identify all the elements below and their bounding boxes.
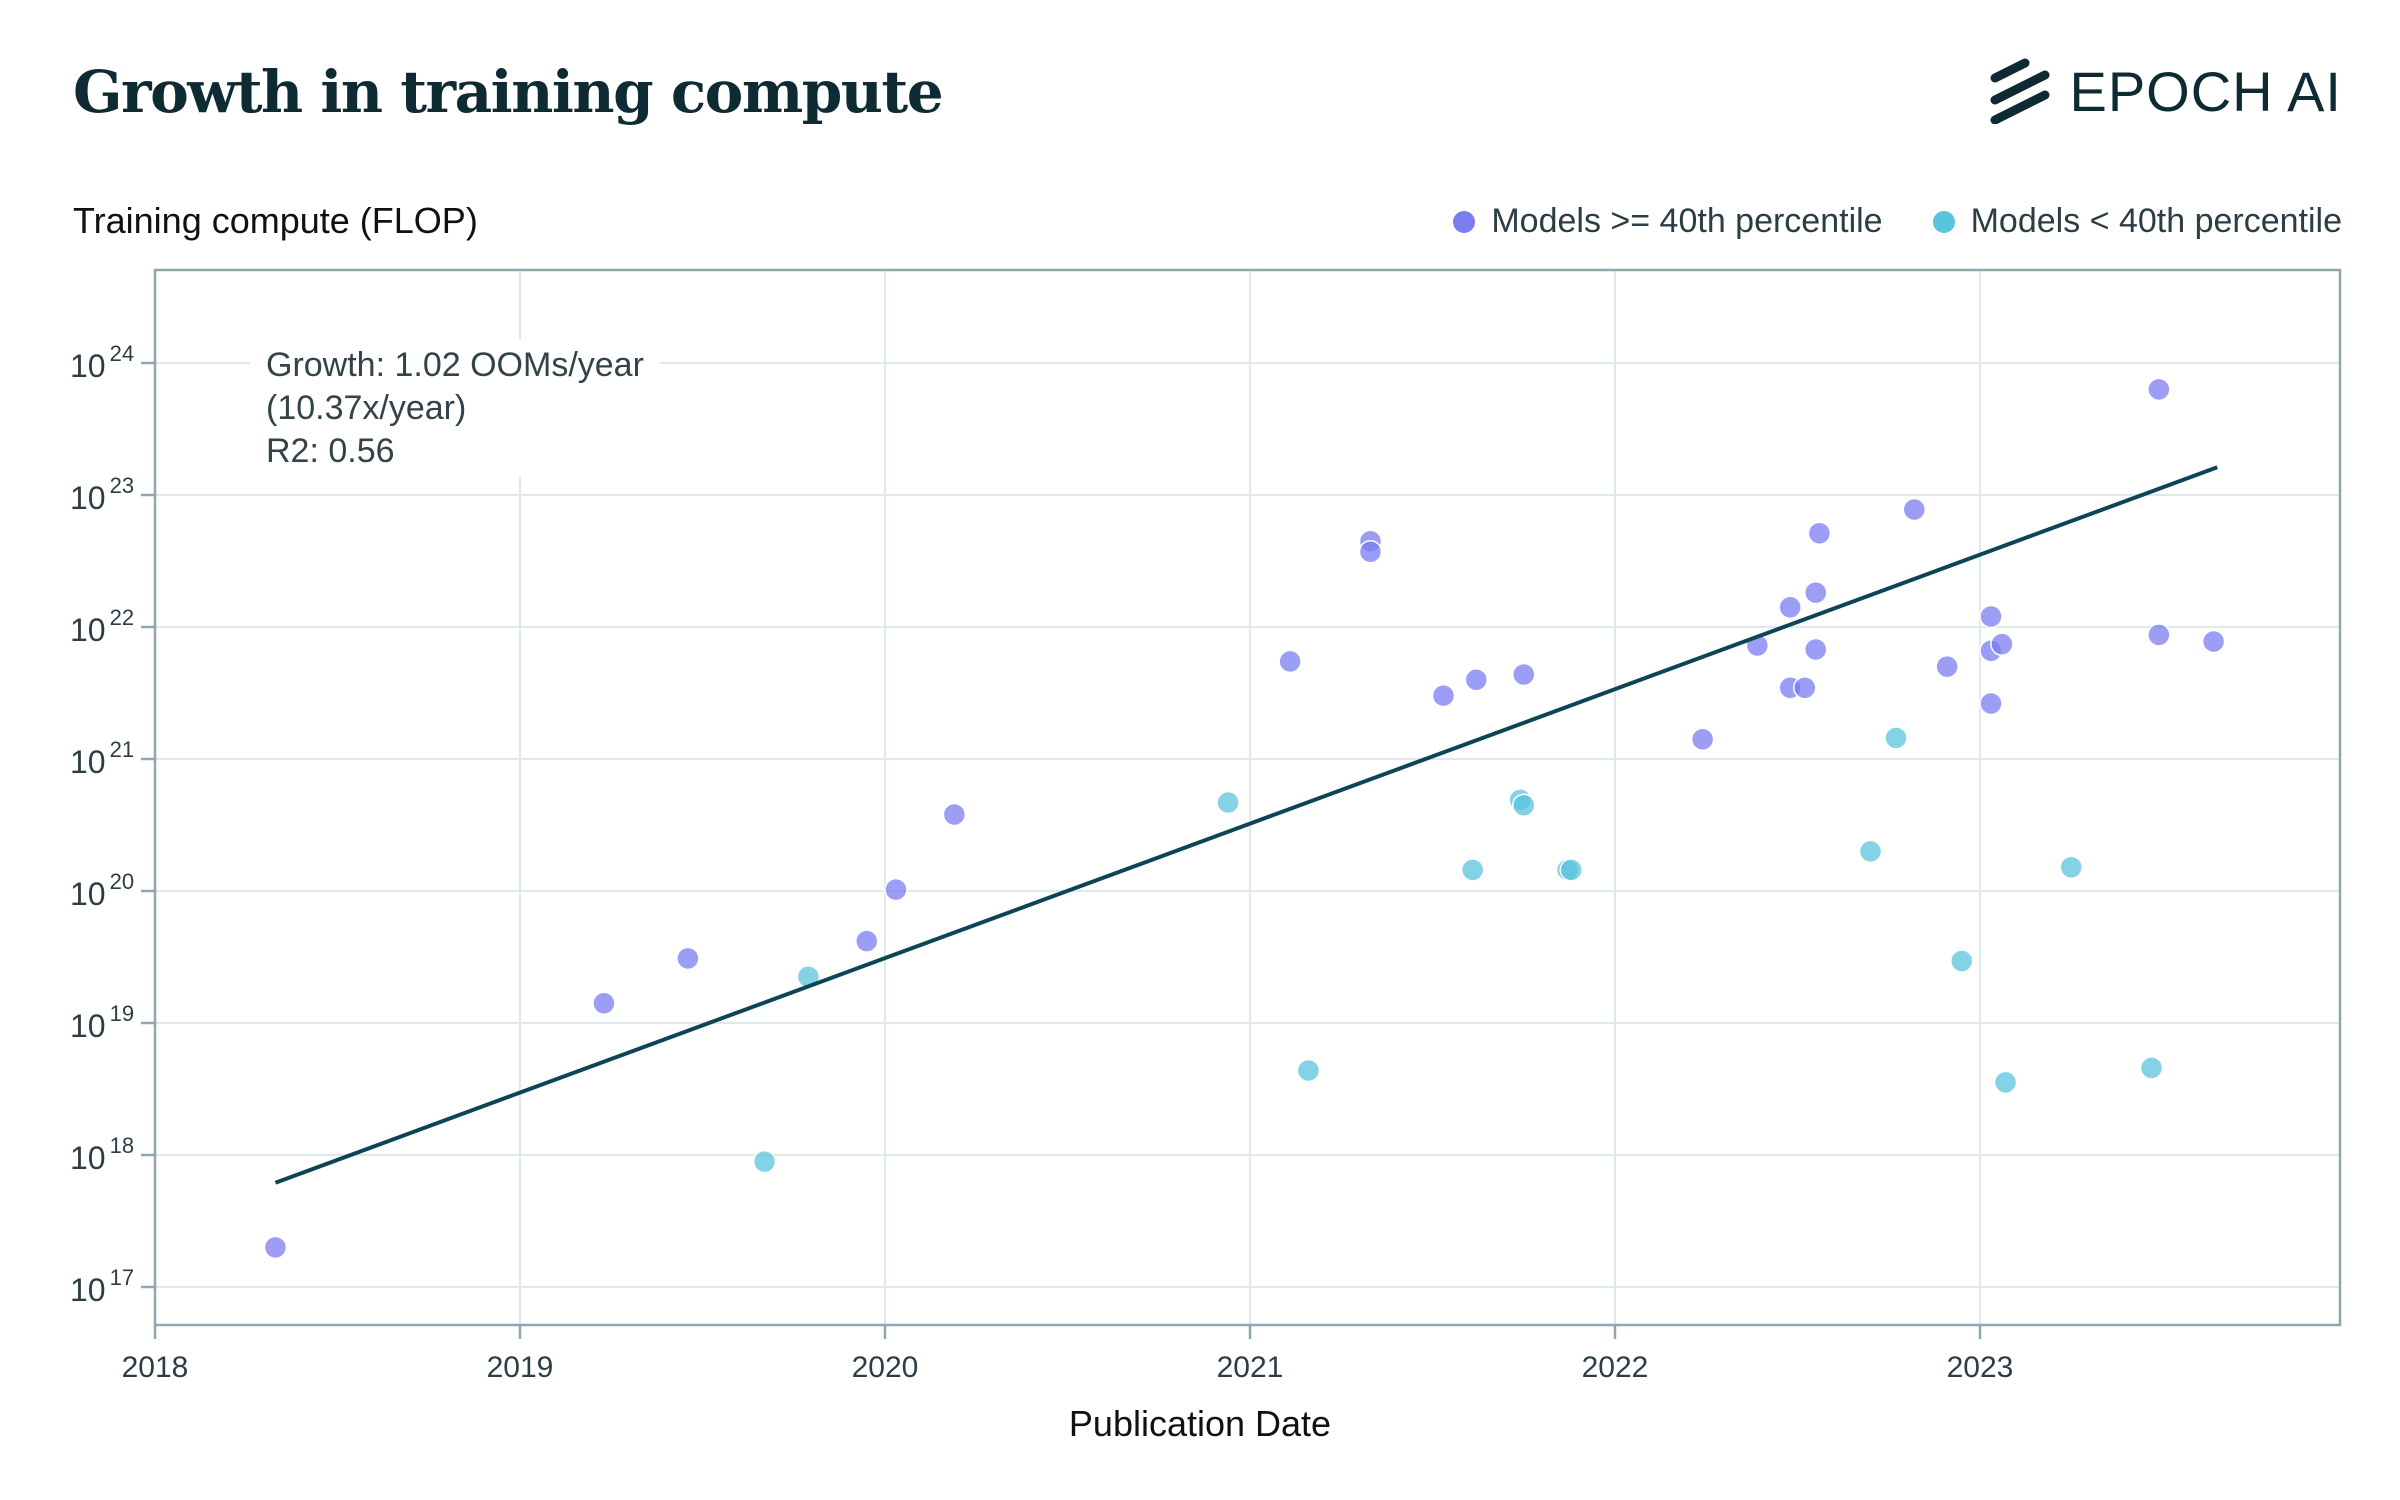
point-high-percentile <box>592 991 616 1015</box>
point-high-percentile <box>855 929 879 953</box>
legend-label-high: Models >= 40th percentile <box>1491 202 1883 240</box>
y-tick-label: 10 18 <box>70 1133 134 1176</box>
point-low-percentile <box>1460 858 1485 882</box>
point-high-percentile <box>263 1235 288 1260</box>
y-tick-label: 10 24 <box>70 341 134 384</box>
trend-line <box>274 465 2218 1185</box>
x-tick-label: 2022 <box>1582 1351 1649 1384</box>
x-tick-label: 2020 <box>852 1351 919 1384</box>
point-high-percentile <box>1431 683 1456 708</box>
y-tick-label: 10 20 <box>70 869 134 912</box>
point-high-percentile <box>1804 580 1828 605</box>
y-axis-title: Training compute (FLOP) <box>73 200 478 241</box>
point-high-percentile <box>1464 668 1489 692</box>
legend: Models >= 40th percentile Models < 40th … <box>1403 202 2342 241</box>
y-tick-label: 10 21 <box>70 737 134 780</box>
point-low-percentile <box>1884 726 1908 750</box>
point-high-percentile <box>942 802 967 827</box>
x-tick-label: 2021 <box>1217 1351 1284 1384</box>
legend-item-high: Models >= 40th percentile <box>1453 202 1883 241</box>
legend-dot-low <box>1932 210 1955 233</box>
annotation-growth: Growth: 1.02 OOMs/year <box>266 346 644 384</box>
point-high-percentile <box>1935 654 1959 679</box>
legend-dot-high <box>1453 210 1476 233</box>
plot-frame <box>153 268 2342 1327</box>
x-tick-label: 2023 <box>1947 1351 2014 1384</box>
point-low-percentile <box>1296 1058 1321 1083</box>
growth-annotation: Growth: 1.02 OOMs/year (10.37x/year) R2:… <box>250 340 660 477</box>
point-high-percentile <box>676 946 700 971</box>
data-points <box>263 377 2226 1260</box>
point-low-percentile <box>1512 793 1536 817</box>
point-high-percentile <box>2147 377 2171 402</box>
grid <box>154 270 2340 1325</box>
point-high-percentile <box>1979 691 2003 716</box>
legend-item-low: Models < 40th percentile <box>1932 202 2342 241</box>
y-tick-label: 10 19 <box>70 1001 134 1044</box>
logo-text: EPOCH AI <box>2069 59 2342 123</box>
point-low-percentile <box>1559 858 1583 882</box>
point-high-percentile <box>1793 675 1817 700</box>
point-low-percentile <box>2139 1056 2164 1080</box>
point-high-percentile <box>1804 637 1828 662</box>
point-high-percentile <box>1690 727 1715 751</box>
point-high-percentile <box>1902 497 1927 522</box>
y-tick-label: 10 23 <box>70 473 134 516</box>
point-high-percentile <box>1807 521 1832 546</box>
point-low-percentile <box>2059 855 2083 879</box>
epoch-logo: EPOCH AI <box>1987 58 2342 124</box>
epoch-logo-icon <box>1990 58 2050 124</box>
annotation-r2: R2: 0.56 <box>266 432 395 470</box>
page-title: Growth in training compute <box>73 58 944 126</box>
point-high-percentile <box>1979 604 2003 629</box>
point-low-percentile <box>1950 949 1974 973</box>
point-high-percentile <box>1358 540 1383 564</box>
point-high-percentile <box>1278 649 1302 674</box>
point-high-percentile <box>2147 623 2171 647</box>
point-high-percentile <box>884 877 908 902</box>
point-low-percentile <box>1993 1070 2018 1095</box>
point-high-percentile <box>1778 595 1802 619</box>
point-low-percentile <box>1216 790 1240 815</box>
point-low-percentile <box>1858 839 1883 864</box>
point-high-percentile <box>1512 662 1536 687</box>
x-tick-label: 2018 <box>122 1351 189 1384</box>
y-tick-label: 10 22 <box>70 605 134 648</box>
point-high-percentile <box>2201 629 2226 654</box>
legend-label-low: Models < 40th percentile <box>1970 202 2342 240</box>
x-tick-label: 2019 <box>487 1351 554 1384</box>
annotation-multiplier: (10.37x/year) <box>266 389 467 427</box>
point-low-percentile <box>752 1149 777 1174</box>
y-tick-label: 10 17 <box>70 1265 134 1308</box>
point-high-percentile <box>1990 632 2014 656</box>
